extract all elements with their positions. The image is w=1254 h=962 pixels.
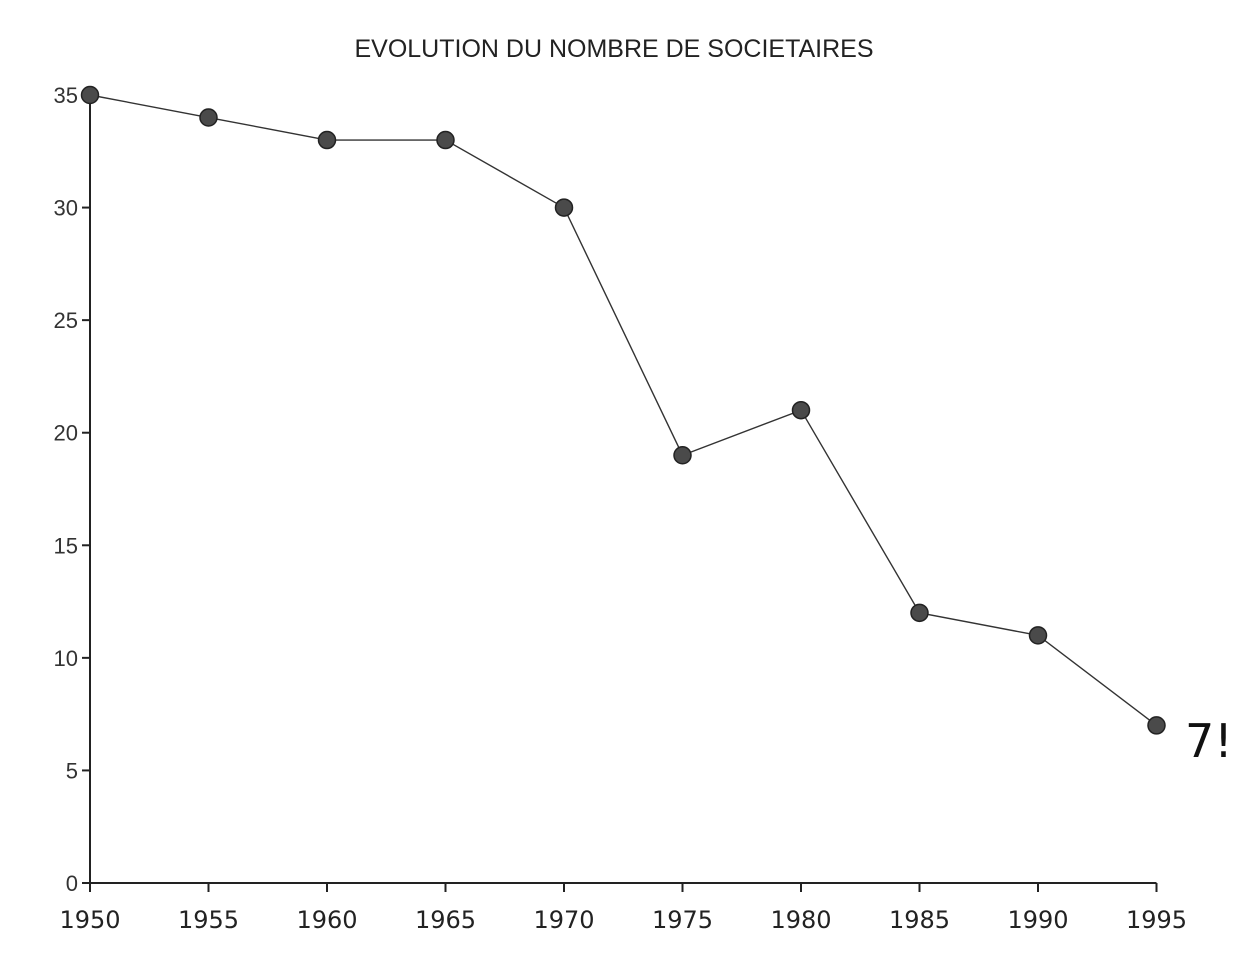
y-tick-label: 0: [66, 871, 78, 896]
axes: [89, 91, 1157, 884]
x-tick-label: 1960: [296, 906, 357, 934]
y-tick-label: 10: [54, 646, 78, 671]
data-point: [1028, 626, 1048, 645]
x-tick-label: 1980: [770, 906, 831, 934]
data-point: [80, 85, 100, 105]
x-tick-label: 1975: [652, 906, 713, 934]
x-tick-label: 1955: [178, 906, 239, 934]
x-tick-label: 1990: [1007, 906, 1068, 934]
annotation-label: 7!: [1185, 714, 1233, 768]
chart-title: EVOLUTION DU NOMBRE DE SOCIETAIRES: [354, 35, 873, 63]
markers: [80, 85, 1166, 735]
y-tick-label: 15: [54, 533, 78, 558]
x-tick-label: 1950: [59, 906, 120, 934]
x-tick-label: 1970: [533, 906, 594, 934]
x-tick-label: 1985: [889, 906, 950, 934]
data-point: [791, 400, 811, 420]
data-point: [436, 130, 455, 150]
data-point: [673, 445, 692, 465]
y-tick-label: 5: [66, 758, 78, 783]
x-tick-label: 1995: [1126, 906, 1187, 934]
y-tick-label: 25: [54, 308, 78, 333]
x-tick-label: 1965: [415, 906, 476, 934]
data-point: [317, 130, 337, 150]
y-tick-label: 30: [54, 196, 78, 221]
series-line-path: [89, 94, 1157, 726]
data-point: [199, 108, 218, 127]
series-line: [89, 94, 1157, 726]
y-tick-label: 20: [54, 421, 78, 446]
y-tick-label: 35: [54, 83, 78, 108]
data-point: [554, 198, 574, 217]
ticks: 0 5 10 15 20 25 30 35 1950 1955 1960 1965 1970 1975 19…: [54, 83, 1188, 934]
data-point: [910, 603, 929, 623]
data-point: [1147, 716, 1166, 735]
